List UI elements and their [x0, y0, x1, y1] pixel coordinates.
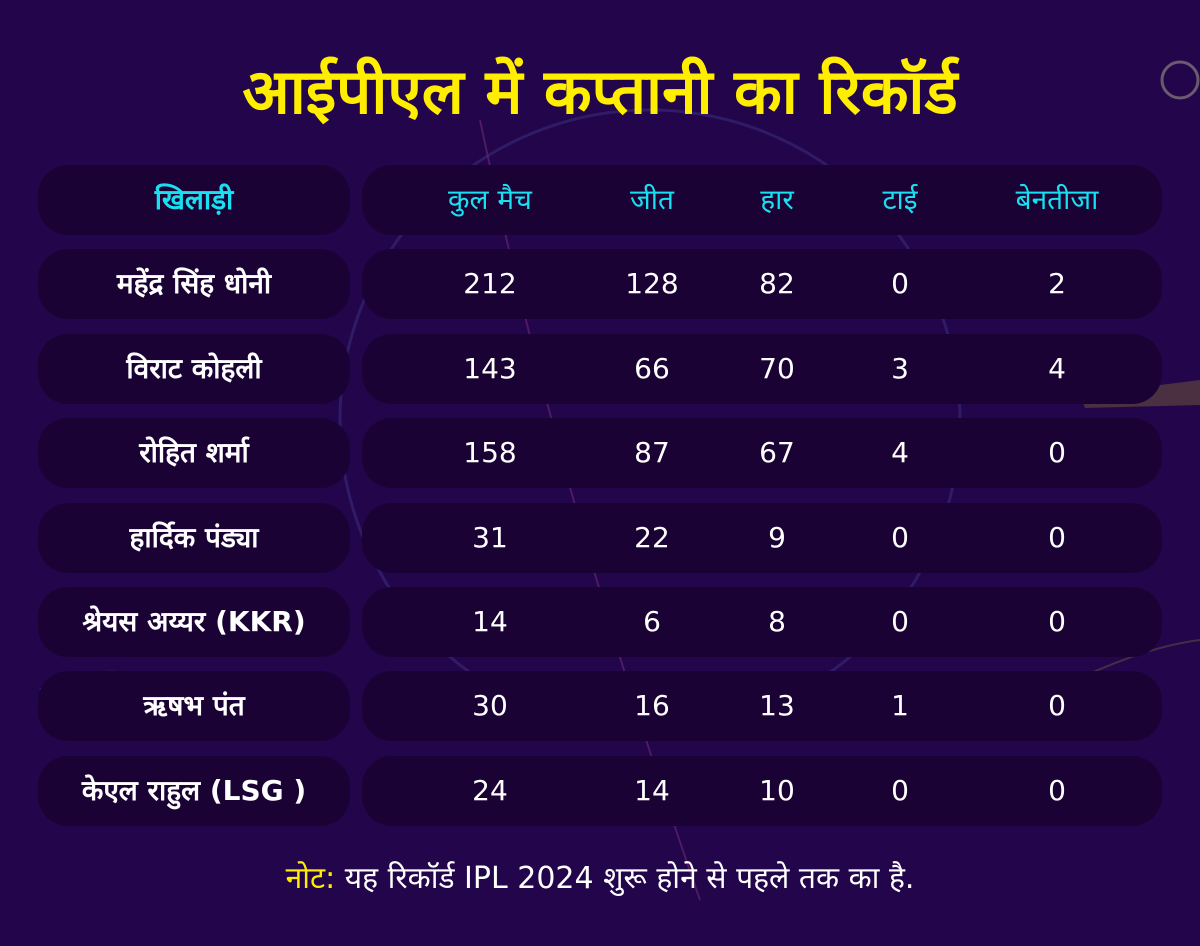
player-name: रोहित शर्मा: [139, 436, 249, 470]
table-cell: 0: [1048, 436, 1066, 470]
table-cell: 82: [759, 267, 795, 301]
column-header: जीत: [630, 183, 674, 216]
table-cell: 16: [634, 689, 670, 723]
page-title: आईपीएल में कप्तानी का रिकॉर्ड: [242, 55, 958, 128]
table-cell: 6: [643, 605, 661, 638]
player-name: विराट कोहली: [126, 351, 262, 385]
note-label: नोट:: [285, 861, 336, 896]
table-row-left-panel: [38, 333, 350, 404]
table-cell: 4: [891, 436, 909, 470]
table-cell: 2: [1048, 267, 1066, 301]
table-cell: 0: [891, 773, 909, 807]
player-name: महेंद्र सिंह धोनी: [116, 267, 272, 301]
column-header: टाई: [882, 183, 918, 216]
table-cell: 9: [768, 520, 786, 554]
table-cell: 13: [759, 689, 795, 723]
player-name: केएल राहुल (LSG ): [81, 773, 307, 807]
table-cell: 0: [891, 605, 909, 638]
player-name: ऋषभ पंत: [143, 689, 245, 723]
table-cell: 22: [634, 520, 670, 554]
player-name: हार्दिक पंड्या: [129, 520, 259, 554]
footnote: नोट: यह रिकॉर्ड IPL 2024 शुरू होने से पह…: [0, 856, 1200, 897]
table-cell: 14: [472, 605, 508, 638]
table-cell: 30: [472, 689, 508, 723]
table-row-left-panel: [38, 755, 350, 826]
table-row-right-panel: [362, 671, 1162, 742]
column-header: हार: [760, 183, 794, 216]
table-cell: 0: [1048, 520, 1066, 554]
table-row-left-panel: [38, 249, 350, 320]
table-cell: 24: [472, 773, 508, 807]
note-text: यह रिकॉर्ड IPL 2024 शुरू होने से पहले तक…: [335, 861, 915, 896]
table-cell: 0: [1048, 605, 1066, 638]
table-cell: 8: [768, 605, 786, 638]
table-row-left-panel: [38, 671, 350, 742]
table-cell: 212: [463, 267, 517, 301]
table-row-right-panel: [362, 249, 1162, 320]
table-row-right-panel: [362, 333, 1162, 404]
table-row-right-panel: [362, 418, 1162, 489]
table-cell: 0: [891, 267, 909, 301]
table-row-left-panel: [38, 418, 350, 489]
table-cell: 0: [1048, 773, 1066, 807]
table-cell: 87: [634, 436, 670, 470]
column-header: कुल मैच: [448, 183, 532, 216]
column-header-player: खिलाड़ी: [154, 183, 234, 216]
table-row-right-panel: [362, 755, 1162, 826]
player-name: श्रेयस अय्यर (KKR): [82, 605, 306, 638]
table-cell: 3: [891, 351, 909, 385]
column-header: बेनतीजा: [1015, 183, 1099, 216]
table-cell: 128: [625, 267, 679, 301]
table-cell: 4: [1048, 351, 1066, 385]
table-cell: 143: [463, 351, 517, 385]
table-row-left-panel: [38, 502, 350, 573]
table-row-right-panel: [362, 587, 1162, 657]
table-cell: 1: [891, 689, 909, 723]
header-row-left-panel: [38, 165, 350, 235]
table-cell: 10: [759, 773, 795, 807]
table-row-left-panel: [38, 587, 350, 657]
table-cell: 158: [463, 436, 517, 470]
table-cell: 66: [634, 351, 670, 385]
header-row-right-panel: [362, 165, 1162, 235]
table-cell: 67: [759, 436, 795, 470]
table-cell: 14: [634, 773, 670, 807]
table-cell: 70: [759, 351, 795, 385]
table-cell: 31: [472, 520, 508, 554]
table-cell: 0: [891, 520, 909, 554]
table-cell: 0: [1048, 689, 1066, 723]
table-row-right-panel: [362, 502, 1162, 573]
